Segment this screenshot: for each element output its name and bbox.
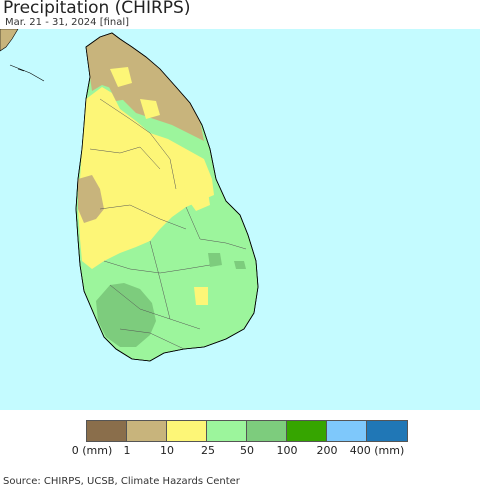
legend-swatch-100: [287, 421, 327, 441]
coastline: [75, 32, 259, 362]
legend-swatch-0: [87, 421, 127, 441]
precipitation-map: [0, 29, 480, 410]
region-darkgreen: [96, 283, 156, 347]
yellow-patch-1: [110, 67, 132, 87]
district-borders: [89, 98, 247, 350]
legend-swatch-50: [247, 421, 287, 441]
islands: [9, 64, 45, 82]
legend-label: 200: [316, 444, 338, 457]
region-yellow: [78, 87, 214, 269]
legend-swatch-10: [167, 421, 207, 441]
source-credit: Source: CHIRPS, UCSB, Climate Hazards Ce…: [3, 476, 240, 487]
legend-label: 0 (mm): [71, 444, 113, 457]
region-darkgreen-3: [234, 261, 246, 269]
india-coast: [0, 29, 19, 52]
region-darkgreen-2: [208, 253, 222, 267]
yellow-patch-2: [140, 99, 160, 119]
map-title: Precipitation (CHIRPS): [3, 0, 191, 18]
yellow-patch-east: [184, 179, 210, 211]
legend-label: 10: [160, 444, 174, 457]
legend-label: 50: [240, 444, 254, 457]
legend-label: 25: [201, 444, 215, 457]
legend-label: 1: [123, 444, 131, 457]
region-tan-west: [78, 175, 104, 223]
legend-swatch-25: [207, 421, 247, 441]
legend-swatch-400: [367, 421, 407, 441]
legend-label: 100: [276, 444, 298, 457]
region-tan-north: [86, 33, 204, 141]
legend-label: 400 (mm): [349, 444, 405, 457]
region-tan-inland: [108, 83, 128, 101]
yellow-patch-south: [194, 287, 208, 305]
map-subtitle: Mar. 21 - 31, 2024 [final]: [5, 17, 130, 28]
legend-swatch-1: [127, 421, 167, 441]
legend-color-bar: [86, 420, 408, 442]
legend-swatch-200: [327, 421, 367, 441]
